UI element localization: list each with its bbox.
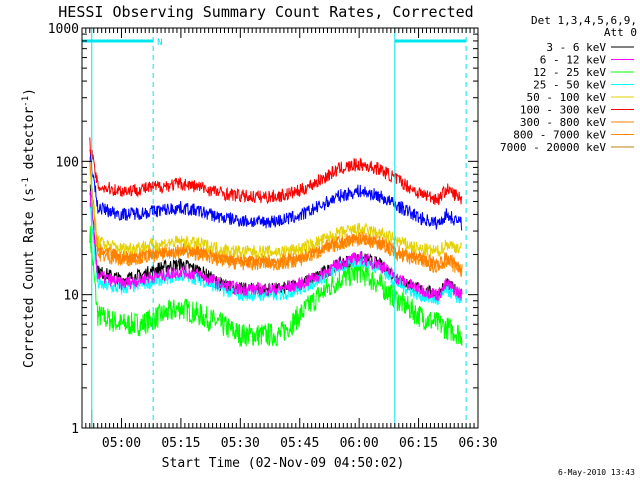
y-axis-label-end: )	[22, 88, 37, 96]
series-line-12-25-kev	[89, 225, 463, 347]
legend-label: 6 - 12 keV	[540, 54, 607, 67]
legend-label: 25 - 50 keV	[533, 79, 606, 92]
flag-group: N	[82, 28, 467, 428]
y-axis-label: Corrected Count Rate (s-1 detector-1)	[21, 88, 37, 368]
legend-label: 7000 - 20000 keV	[500, 141, 606, 154]
y-axis-label-main: Corrected Count Rate (s	[22, 188, 37, 368]
series-line-100-300-kev	[89, 137, 463, 206]
series-line-300-800-kev	[89, 161, 463, 273]
chart-title: HESSI Observing Summary Count Rates, Cor…	[58, 3, 473, 21]
legend-label: 3 - 6 keV	[546, 41, 606, 54]
legend-header-line-2: Att 0	[604, 26, 637, 39]
x-tick-label: 05:00	[102, 436, 141, 451]
axes-group: 1 10 100 1000 05:00 05:15 05:30 05:45 06:00 06:15…	[48, 22, 498, 451]
flag-marker-label: N	[157, 38, 162, 48]
y-axis-label-mid: detector	[22, 107, 37, 178]
series-line-unlabeled-blue	[89, 149, 463, 231]
x-tick-label: 06:15	[399, 436, 438, 451]
x-axis-label: Start Time (02-Nov-09 04:50:02)	[162, 456, 405, 471]
timestamp: 6-May-2010 13:43	[558, 468, 635, 477]
x-tick-label: 06:30	[458, 436, 497, 451]
y-tick-label: 1	[71, 422, 79, 437]
legend-header-line-1: Det 1,3,4,5,6,9,	[531, 14, 637, 27]
legend-label: 300 - 800 keV	[520, 116, 606, 129]
y-tick-label: 10	[63, 289, 79, 304]
x-tick-label: 05:30	[221, 436, 260, 451]
y-tick-label: 100	[56, 155, 79, 170]
legend-label: 100 - 300 keV	[520, 104, 606, 117]
y-axis-label-sup1: -1	[21, 177, 31, 188]
series-group	[89, 137, 463, 428]
series-line-50-100-kev	[89, 173, 463, 259]
y-tick-label: 1000	[48, 22, 79, 37]
plot-frame	[81, 27, 479, 429]
x-tick-label: 06:00	[340, 436, 379, 451]
legend-label: 800 - 7000 keV	[513, 129, 606, 142]
legend-label: 50 - 100 keV	[527, 91, 607, 104]
legend-label: 12 - 25 keV	[533, 66, 606, 79]
x-tick-label: 05:45	[280, 436, 319, 451]
plot-border	[81, 27, 479, 429]
series-line-6-12-kev	[89, 191, 463, 302]
x-tick-label: 05:15	[161, 436, 200, 451]
y-axis-label-sup2: -1	[21, 96, 31, 107]
